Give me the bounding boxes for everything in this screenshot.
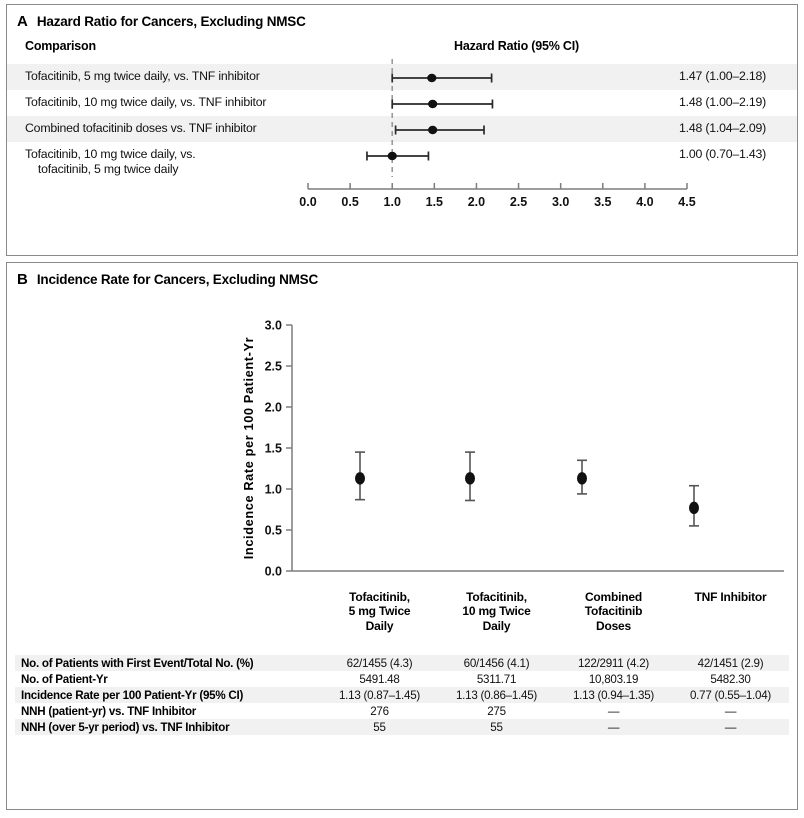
svg-text:1.5: 1.5: [265, 442, 282, 456]
table-cell: —: [607, 720, 620, 734]
svg-text:Incidence Rate per 100 Patient: Incidence Rate per 100 Patient-Yr: [241, 337, 256, 560]
table-cell: 5482.30: [710, 672, 751, 686]
panel-b: B Incidence Rate for Cancers, Excluding …: [6, 262, 798, 810]
panel-a-column-headers: Comparison Hazard Ratio (95% CI): [7, 39, 797, 61]
svg-text:4.0: 4.0: [636, 195, 653, 209]
table-cell: 1.13 (0.86–1.45): [455, 688, 538, 702]
table-cell: —: [724, 720, 737, 734]
svg-text:3.0: 3.0: [265, 319, 282, 333]
table-row-label: No. of Patients with First Event/Total N…: [21, 656, 254, 670]
svg-text:1.5: 1.5: [426, 195, 443, 209]
table-cell: 62/1455 (4.3): [346, 656, 413, 670]
table-row: Incidence Rate per 100 Patient-Yr (95% C…: [15, 687, 789, 703]
svg-text:3.0: 3.0: [552, 195, 569, 209]
column-header-comparison: Comparison: [25, 39, 96, 53]
incidence-rate-svg: 0.0 0.5 1.0 1.5 2.0 2.5 3.0 Incidence Rate per …: [241, 319, 784, 579]
forest-plot-row-label: Combined tofacitinib doses vs. TNF inhib…: [25, 121, 257, 135]
table-cell: 1.13 (0.87–1.45): [338, 688, 421, 702]
forest-plot-row: Tofacitinib, 10 mg twice daily, vs. TNF …: [7, 90, 797, 116]
table-column-header: Combined Tofacitinib Doses: [584, 589, 643, 633]
panel-b-header: B Incidence Rate for Cancers, Excluding …: [7, 263, 797, 288]
table-cell: 0.77 (0.55–1.04): [689, 688, 772, 702]
panel-a-title: Hazard Ratio for Cancers, Excluding NMSC: [36, 14, 306, 29]
forest-plot-row-label: Tofacitinib, 5 mg twice daily, vs. TNF i…: [25, 69, 260, 83]
forest-plot-row-value: 1.48 (1.00–2.19): [679, 95, 767, 109]
table-spacer-cell: [15, 640, 789, 655]
table-cell: 276: [370, 704, 389, 718]
svg-text:0.5: 0.5: [341, 195, 358, 209]
table-cell: 1.13 (0.94–1.35): [572, 688, 655, 702]
panel-a: A Hazard Ratio for Cancers, Excluding NM…: [6, 4, 798, 256]
forest-plot-row-label: Tofacitinib, 10 mg twice daily, vs. TNF …: [25, 95, 267, 109]
table-row-label: NNH (over 5-yr period) vs. TNF Inhibitor: [21, 720, 230, 734]
table-cell: —: [607, 704, 620, 718]
svg-text:0.5: 0.5: [265, 524, 282, 538]
forest-plot-row: Tofacitinib, 10 mg twice daily, vs. tofa…: [7, 142, 797, 182]
data-table: Tofacitinib, 5 mg Twice Daily Tofacitinib, 1…: [15, 588, 789, 735]
table-cell: 10,803.19: [588, 672, 639, 686]
table-row: No. of Patients with First Event/Total N…: [15, 655, 789, 671]
forest-plot-row-value: 1.47 (1.00–2.18): [679, 69, 767, 83]
svg-text:2.5: 2.5: [510, 195, 527, 209]
table-column-header: Tofacitinib, 5 mg Twice Daily: [348, 589, 411, 633]
table-row: No. of Patient-Yr 5491.48 5311.71 10,803.19…: [15, 671, 789, 687]
svg-text:2.0: 2.0: [265, 401, 282, 415]
svg-text:0.0: 0.0: [265, 565, 282, 579]
table-cell: 55: [490, 720, 503, 734]
panel-a-letter: A: [17, 13, 28, 30]
table-row: NNH (patient-yr) vs. TNF Inhibitor 276 275…: [15, 703, 789, 719]
svg-text:0.0: 0.0: [299, 195, 316, 209]
forest-plot-row-label: Tofacitinib, 10 mg twice daily, vs. tofa…: [25, 147, 196, 176]
forest-plot-row: Combined tofacitinib doses vs. TNF inhib…: [7, 116, 797, 142]
table-spacer-row: [15, 640, 789, 655]
table-row-label: No. of Patient-Yr: [21, 672, 108, 686]
table-cell: 42/1451 (2.9): [697, 656, 764, 670]
table-column-header: Tofacitinib, 10 mg Twice Daily: [462, 589, 531, 633]
incidence-data-table: Tofacitinib, 5 mg Twice Daily Tofacitinib, 1…: [15, 588, 789, 735]
table-row-label: Incidence Rate per 100 Patient-Yr (95% C…: [21, 688, 244, 702]
panel-b-title: Incidence Rate for Cancers, Excluding NM…: [36, 272, 319, 287]
svg-text:2.5: 2.5: [265, 360, 282, 374]
forest-plot-rows: Tofacitinib, 5 mg twice daily, vs. TNF i…: [7, 64, 797, 182]
forest-plot-row-value: 1.48 (1.04–2.09): [679, 121, 767, 135]
table-cell: 275: [487, 704, 506, 718]
table-row: NNH (over 5-yr period) vs. TNF Inhibitor…: [15, 719, 789, 735]
table-cell: 55: [373, 720, 386, 734]
svg-text:2.0: 2.0: [468, 195, 485, 209]
svg-text:1.0: 1.0: [384, 195, 401, 209]
table-cell: 60/1456 (4.1): [463, 656, 530, 670]
forest-plot-row: Tofacitinib, 5 mg twice daily, vs. TNF i…: [7, 64, 797, 90]
forest-plot-row-value: 1.00 (0.70–1.43): [679, 147, 767, 161]
panel-b-letter: B: [17, 271, 28, 288]
table-row-label: NNH (patient-yr) vs. TNF Inhibitor: [21, 704, 197, 718]
table-cell: 122/2911 (4.2): [577, 656, 650, 670]
table-cell: 5311.71: [476, 672, 517, 686]
table-cell: —: [724, 704, 737, 718]
panel-a-header: A Hazard Ratio for Cancers, Excluding NM…: [7, 5, 797, 30]
table-header-spacer: [15, 588, 321, 640]
svg-text:4.5: 4.5: [678, 195, 695, 209]
table-header-row: Tofacitinib, 5 mg Twice Daily Tofacitinib, 1…: [15, 588, 789, 640]
column-header-hazard-ratio: Hazard Ratio (95% CI): [454, 39, 579, 53]
table-column-header: TNF Inhibitor: [694, 589, 767, 604]
incidence-rate-chart: 0.0 0.5 1.0 1.5 2.0 2.5 3.0 Incidence Rate per …: [7, 288, 797, 588]
svg-text:1.0: 1.0: [265, 483, 282, 497]
svg-text:3.5: 3.5: [594, 195, 611, 209]
table-cell: 5491.48: [359, 672, 400, 686]
